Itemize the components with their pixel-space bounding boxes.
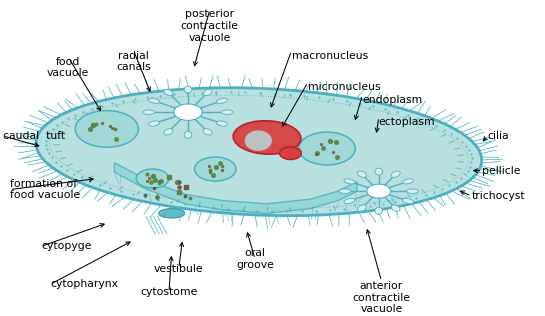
Circle shape (174, 104, 202, 120)
Text: cilia: cilia (488, 131, 510, 141)
Ellipse shape (203, 129, 212, 135)
Ellipse shape (184, 131, 192, 138)
Text: cytostome: cytostome (140, 287, 198, 297)
Ellipse shape (407, 189, 419, 193)
Text: anterior
contractile
vacuole: anterior contractile vacuole (353, 281, 410, 314)
Circle shape (299, 132, 355, 165)
Text: ectoplasm: ectoplasm (379, 117, 435, 127)
Text: macronucleus: macronucleus (292, 51, 368, 61)
Ellipse shape (164, 89, 173, 96)
Ellipse shape (216, 98, 228, 103)
Text: cytopyge: cytopyge (41, 241, 92, 252)
Ellipse shape (391, 171, 400, 177)
Text: formation of
food vacuole: formation of food vacuole (10, 179, 80, 200)
Circle shape (367, 184, 391, 198)
Ellipse shape (216, 121, 228, 126)
Ellipse shape (148, 98, 160, 103)
Ellipse shape (344, 179, 355, 184)
Text: pellicle: pellicle (482, 166, 521, 176)
Ellipse shape (184, 86, 192, 93)
Ellipse shape (148, 121, 160, 126)
Ellipse shape (375, 207, 383, 214)
Circle shape (195, 157, 236, 181)
Ellipse shape (245, 130, 272, 151)
Text: micronucleus: micronucleus (308, 82, 380, 92)
Text: vestibule: vestibule (154, 264, 204, 274)
Ellipse shape (358, 205, 366, 211)
Ellipse shape (391, 205, 400, 211)
Ellipse shape (344, 198, 355, 204)
Ellipse shape (233, 121, 301, 154)
Text: radial
canals: radial canals (116, 51, 151, 72)
Text: food
vacuole: food vacuole (47, 57, 89, 78)
Ellipse shape (375, 168, 383, 175)
Circle shape (75, 111, 138, 147)
Text: posterior
contractile
vacuole: posterior contractile vacuole (181, 9, 239, 43)
Ellipse shape (36, 88, 482, 216)
Ellipse shape (339, 189, 351, 193)
Text: oral
groove: oral groove (236, 248, 274, 270)
Ellipse shape (403, 198, 414, 204)
Ellipse shape (164, 129, 173, 135)
Polygon shape (114, 163, 357, 213)
Ellipse shape (159, 209, 185, 218)
Text: caudal  tuft: caudal tuft (3, 131, 65, 141)
Ellipse shape (221, 110, 233, 114)
Text: endoplasm: endoplasm (362, 95, 423, 105)
Ellipse shape (403, 179, 414, 184)
Circle shape (136, 169, 169, 188)
Circle shape (280, 147, 301, 160)
Ellipse shape (358, 171, 366, 177)
Text: trichocyst: trichocyst (471, 191, 525, 201)
Ellipse shape (143, 110, 155, 114)
Text: cytopharynx: cytopharynx (50, 279, 118, 289)
Ellipse shape (203, 89, 212, 96)
